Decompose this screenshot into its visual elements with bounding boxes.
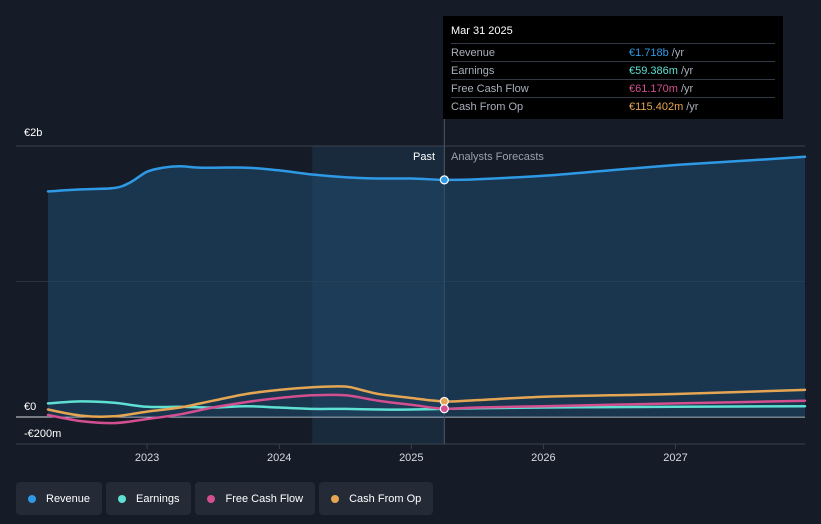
legend-label: Earnings	[136, 492, 180, 505]
revenue-line	[46, 155, 807, 193]
tooltip-unit: /yr	[680, 82, 694, 95]
tooltip-unit: /yr	[671, 46, 684, 59]
y-tick-label: €2b	[24, 127, 42, 139]
legend-dot-icon	[118, 494, 127, 503]
x-tick-label: 2027	[663, 452, 687, 464]
tooltip-row: Cash From Op €115.402m/yr	[451, 97, 775, 115]
y-tick-label: -€200m	[24, 428, 61, 440]
x-tick-label: 2023	[135, 452, 159, 464]
x-tick-label: 2024	[267, 452, 291, 464]
legend-dot-icon	[207, 494, 216, 503]
tooltip-row: Earnings €59.386m/yr	[451, 61, 775, 79]
cash-from-op-line	[46, 385, 807, 418]
tooltip-row: Revenue €1.718b/yr	[451, 43, 775, 61]
chart: €2b €0 -€200m 2023 2024 2025 2026 2027 Past Ana…	[16, 16, 807, 464]
forecast-label: Analysts Forecasts	[451, 151, 544, 163]
revenue-area	[48, 156, 805, 418]
legend: Revenue Earnings Free Cash Flow Cash From O…	[16, 482, 434, 515]
revenue-marker	[439, 175, 449, 185]
tooltip-label: Free Cash Flow	[451, 82, 529, 95]
tooltip: Mar 31 2025 Revenue €1.718b/yr Earnings €59…	[443, 16, 783, 119]
tooltip-label: Earnings	[451, 64, 495, 77]
tooltip-row: Free Cash Flow €61.170m/yr	[451, 79, 775, 97]
legend-item-cash-from-op[interactable]: Cash From Op	[319, 482, 434, 515]
tooltip-label: Revenue	[451, 46, 496, 59]
tooltip-unit: /yr	[680, 64, 694, 77]
free-cash-flow-marker	[439, 404, 449, 414]
x-tick-label: 2026	[531, 452, 555, 464]
legend-item-earnings[interactable]: Earnings	[106, 482, 192, 515]
tooltip-label: Cash From Op	[451, 100, 524, 113]
legend-item-revenue[interactable]: Revenue	[16, 482, 103, 515]
legend-dot-icon	[28, 494, 36, 503]
free-cash-flow-line	[46, 393, 807, 425]
legend-label: Free Cash Flow	[225, 492, 304, 505]
legend-item-free-cash-flow[interactable]: Free Cash Flow	[195, 482, 316, 515]
tooltip-date: Mar 31 2025	[451, 25, 513, 37]
legend-dot-icon	[331, 494, 340, 503]
legend-label: Revenue	[46, 492, 91, 505]
y-tick-label: €0	[24, 401, 36, 413]
past-label: Past	[413, 151, 435, 163]
legend-label: Cash From Op	[349, 492, 422, 505]
tooltip-value: €1.718b	[629, 46, 669, 59]
tooltip-value: €61.170m	[629, 82, 678, 95]
tooltip-unit: /yr	[686, 100, 699, 113]
earnings-line	[46, 400, 807, 411]
tooltip-value: €115.402m	[629, 100, 684, 113]
x-tick-label: 2025	[399, 452, 423, 464]
tooltip-value: €59.386m	[629, 64, 678, 77]
